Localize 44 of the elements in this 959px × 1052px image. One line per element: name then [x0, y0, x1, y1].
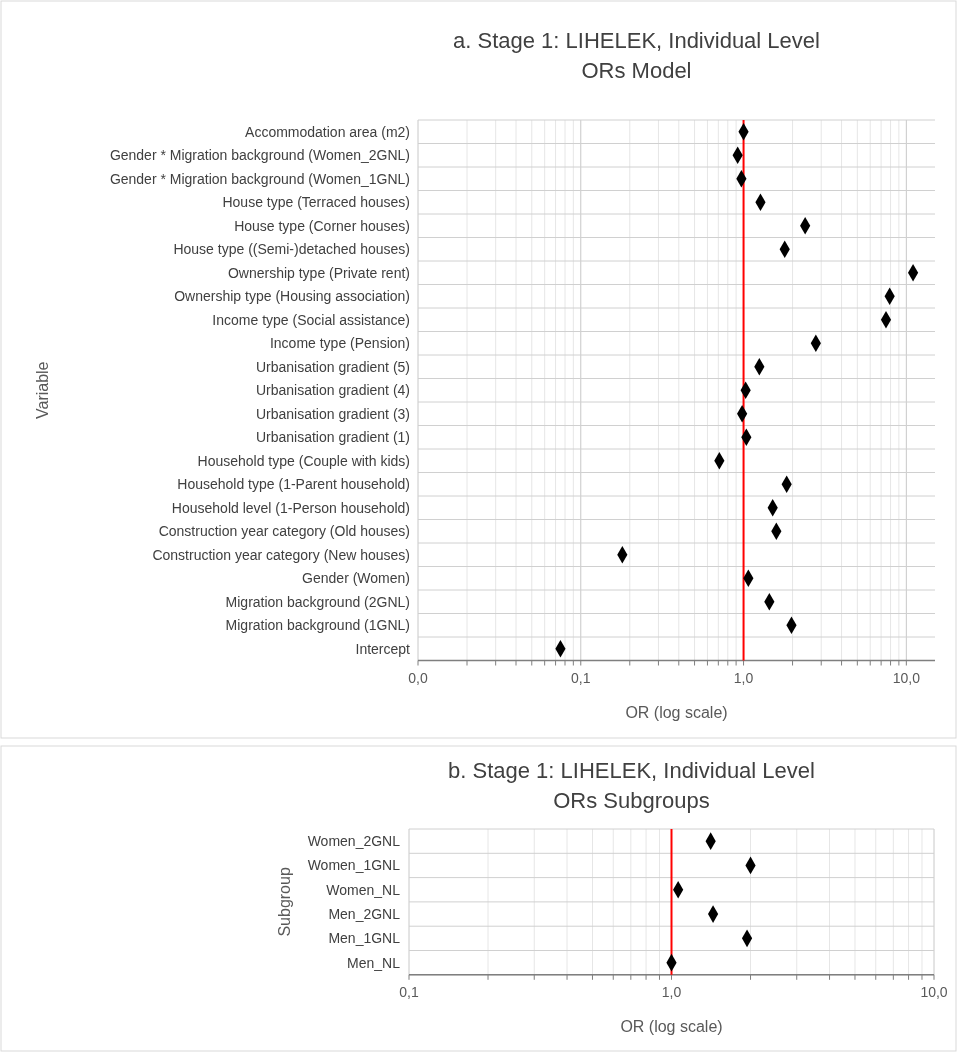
y-tick-label: House type (Terraced houses): [222, 194, 410, 211]
y-tick-label: Income type (Social assistance): [212, 311, 410, 328]
y-tick-label: Women_NL: [326, 881, 401, 898]
x-tick-label: 1,0: [733, 669, 754, 686]
x-tick-label: 10,0: [920, 983, 948, 1000]
x-tick-label: 10,0: [892, 669, 921, 686]
y-tick-label: House type (Corner houses): [234, 217, 410, 234]
y-tick-label: Men_2GNL: [328, 906, 401, 923]
y-tick-label: Household type (Couple with kids): [197, 452, 410, 469]
y-tick-label: Construction year category (New houses): [152, 546, 410, 563]
y-tick-label: Ownership type (Housing association): [174, 288, 410, 305]
y-tick-label: House type ((Semi-)detached houses): [173, 241, 410, 258]
y-tick-label: Migration background (2GNL): [225, 593, 410, 610]
y-tick-label: Urbanisation gradient (3): [255, 405, 410, 422]
y-tick-label: Men_1GNL: [328, 930, 401, 947]
y-tick-label: Urbanisation gradient (4): [255, 382, 410, 399]
y-tick-label: Household type (1-Parent household): [177, 476, 410, 493]
y-tick-label: Women_1GNL: [307, 857, 401, 874]
y-tick-label: Accommodation area (m2): [245, 123, 410, 140]
y-tick-label: Household level (1-Person household): [171, 499, 410, 516]
y-tick-label: Gender * Migration background (Women_2GNL): [109, 147, 410, 164]
y-axis-title: Subgroup: [276, 867, 293, 937]
y-tick-label: Men_NL: [347, 954, 401, 971]
x-axis-title: OR (log scale): [625, 703, 728, 721]
y-tick-label: Gender (Women): [302, 570, 410, 587]
y-tick-label: Gender * Migration background (Women_1GNL): [109, 170, 410, 187]
y-tick-label: Urbanisation gradient (5): [255, 358, 410, 375]
y-tick-label: Migration background (1GNL): [225, 617, 410, 634]
y-tick-label: Women_2GNL: [307, 833, 401, 850]
x-tick-label: 0,0: [408, 669, 428, 686]
x-tick-label: 0,1: [399, 983, 419, 1000]
x-axis-title: OR (log scale): [620, 1017, 723, 1035]
chart-title: a. Stage 1: LIHELEK, Individual Level: [453, 28, 820, 53]
x-tick-label: 1,0: [661, 983, 682, 1000]
y-tick-label: Ownership type (Private rent): [227, 264, 410, 281]
y-tick-label: Construction year category (Old houses): [158, 523, 410, 540]
chart-title: b. Stage 1: LIHELEK, Individual Level: [448, 758, 815, 783]
y-axis-title: Variable: [34, 361, 51, 420]
y-tick-label: Urbanisation gradient (1): [255, 429, 410, 446]
x-tick-label: 0,1: [571, 669, 591, 686]
y-tick-label: Intercept: [355, 640, 411, 657]
y-tick-label: Income type (Pension): [269, 335, 410, 352]
chart-subtitle: ORs Subgroups: [553, 788, 710, 813]
chart-subtitle: ORs Model: [581, 58, 692, 83]
